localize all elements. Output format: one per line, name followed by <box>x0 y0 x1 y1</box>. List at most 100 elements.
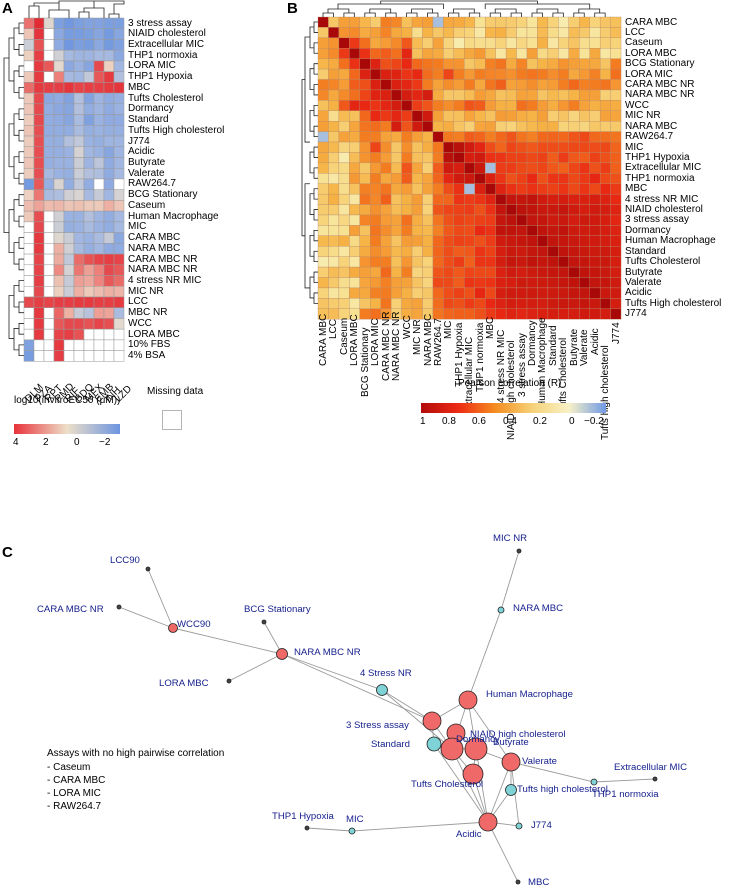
heatmap-b-cell <box>526 110 538 122</box>
heatmap-a-cell <box>53 264 65 276</box>
heatmap-b-cell <box>505 214 517 226</box>
heatmap-b-cell <box>453 298 465 309</box>
heatmap-b-cell <box>453 58 465 70</box>
heatmap-a-cell <box>73 82 85 94</box>
heatmap-b-cell <box>453 277 465 289</box>
heatmap-b-cell <box>317 287 329 299</box>
heatmap-a-cell <box>33 350 45 362</box>
heatmap-b-cell <box>338 37 350 49</box>
heatmap-b-cell <box>380 37 392 49</box>
heatmap-a-cell <box>113 275 125 287</box>
heatmap-b-cell <box>464 235 475 247</box>
heatmap-b-cell <box>328 110 340 122</box>
heatmap-b-cell <box>443 131 455 143</box>
heatmap-a-cell <box>73 114 85 126</box>
heatmap-b-cell <box>505 68 517 80</box>
heatmap-b-cell <box>390 79 402 91</box>
heatmap-b-cell <box>359 89 371 101</box>
heatmap-b-cell <box>537 48 549 59</box>
heatmap-b-row-label: CARA MBC NR <box>625 79 695 91</box>
heatmap-b-cell <box>558 48 569 59</box>
heatmap-b-cell <box>411 277 423 289</box>
heatmap-a-cell <box>23 189 35 201</box>
heatmap-b-cell <box>453 131 465 143</box>
heatmap-b-cell <box>610 173 622 184</box>
heatmap-b-cell <box>589 266 601 278</box>
heatmap-b-cell <box>558 100 569 111</box>
heatmap-a-row-dendrogram <box>18 323 24 335</box>
heatmap-a-cell <box>113 328 125 341</box>
heatmap-a-cell <box>73 200 85 212</box>
heatmap-b-cell <box>558 16 569 28</box>
heatmap-a-cell <box>23 103 35 115</box>
heatmap-b-cell <box>579 27 590 39</box>
heatmap-b-cell <box>537 152 549 164</box>
heatmap-b-cell <box>390 48 402 59</box>
heatmap-b-cell <box>568 204 580 216</box>
heatmap-b-row-label: Valerate <box>625 277 662 288</box>
heatmap-b-cell <box>349 235 360 247</box>
heatmap-b-cell <box>526 277 538 289</box>
heatmap-a-cell <box>53 339 65 351</box>
heatmap-b-cell <box>599 246 611 257</box>
heatmap-b-cell <box>474 162 486 174</box>
heatmap-b-cell <box>568 100 580 111</box>
heatmap-a-cell <box>113 232 125 244</box>
heatmap-a-cell <box>43 157 55 169</box>
heatmap-a-row-label: Dormancy <box>128 103 174 115</box>
heatmap-b-cell <box>464 298 475 309</box>
heatmap-a-cell <box>83 210 95 223</box>
heatmap-a-cell <box>103 253 115 266</box>
heatmap-b-cell <box>485 110 496 122</box>
heatmap-a-col-dendrogram <box>94 0 125 14</box>
heatmap-b-cell <box>359 298 371 309</box>
heatmap-b-cell <box>516 256 528 268</box>
heatmap-a-cell <box>113 71 125 83</box>
heatmap-a-row-dendrogram <box>18 44 24 56</box>
network-edge <box>487 761 512 823</box>
heatmap-a-cell <box>93 49 105 62</box>
heatmap-b-cell <box>328 131 340 143</box>
heatmap-a-cell <box>23 307 35 319</box>
heatmap-b-cell <box>610 131 622 143</box>
heatmap-b-cell <box>474 79 486 91</box>
network-node-label: LCC90 <box>110 555 140 566</box>
heatmap-a-cell <box>63 17 75 29</box>
heatmap-a-cell <box>83 253 95 266</box>
heatmap-b-cell <box>474 214 486 226</box>
heatmap-b-col-dendrogram <box>594 12 606 17</box>
heatmap-b-cell <box>474 277 486 289</box>
heatmap-b-row-label: Tufts High cholesterol <box>625 297 722 309</box>
heatmap-b-row-label: LORA MIC <box>625 68 673 80</box>
heatmap-b-cell <box>599 152 611 164</box>
heatmap-b-cell <box>589 162 601 174</box>
heatmap-b-cell <box>495 173 507 184</box>
heatmap-b-cell <box>317 121 329 132</box>
heatmap-b-cell <box>380 173 392 184</box>
heatmap-b-cell <box>370 89 381 101</box>
heatmap-a-cell <box>63 275 75 287</box>
heatmap-b-cell <box>464 58 475 70</box>
heatmap-b-cell <box>338 225 350 236</box>
heatmap-a-cell <box>63 350 75 362</box>
heatmap-a-cell <box>33 200 45 212</box>
heatmap-b-cell <box>495 48 507 59</box>
heatmap-b-cell <box>526 131 538 143</box>
heatmap-b-cell <box>568 225 580 236</box>
heatmap-b-cell <box>443 121 455 132</box>
heatmap-a-cell <box>63 103 75 115</box>
heatmap-b-cell <box>432 193 444 205</box>
heatmap-b-cell <box>453 79 465 91</box>
heatmap-b-cell <box>568 141 580 153</box>
heatmap-b-cell <box>495 256 507 268</box>
heatmap-b-cell <box>579 131 590 143</box>
heatmap-a-cell <box>113 307 125 319</box>
heatmap-a-row-dendrogram <box>18 65 24 78</box>
heatmap-b-cell <box>443 214 455 226</box>
heatmap-b-cell <box>390 110 402 122</box>
heatmap-b-row-dendrogram <box>313 42 318 54</box>
heatmap-b-cell <box>526 68 538 80</box>
heatmap-b-cell <box>568 183 580 195</box>
heatmap-b-cell <box>411 235 423 247</box>
heatmap-b-cell <box>547 68 559 80</box>
